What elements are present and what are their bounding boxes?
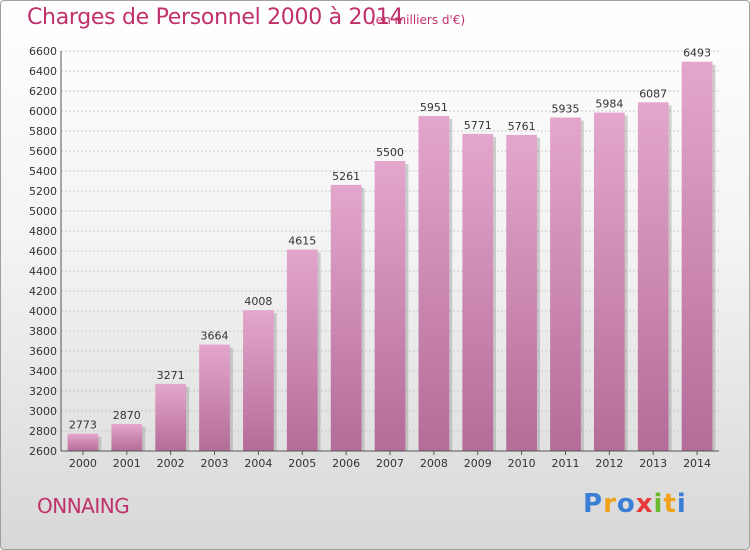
x-tick-label: 2000 bbox=[69, 457, 97, 470]
value-label: 3271 bbox=[157, 369, 185, 382]
value-label: 6087 bbox=[639, 87, 667, 100]
value-label: 6493 bbox=[683, 47, 711, 60]
bar-2000 bbox=[67, 433, 99, 451]
x-tick-label: 2012 bbox=[595, 457, 623, 470]
value-label: 5951 bbox=[420, 101, 448, 114]
bar-2004 bbox=[243, 310, 274, 451]
value-label: 4615 bbox=[288, 235, 316, 248]
bar-2012 bbox=[593, 112, 625, 451]
y-tick-label: 5800 bbox=[29, 125, 57, 138]
bar-2011 bbox=[550, 117, 581, 451]
y-tick-label: 3000 bbox=[29, 405, 57, 418]
bar-2014 bbox=[681, 61, 713, 451]
y-tick-label: 4600 bbox=[29, 245, 57, 258]
x-tick-label: 2005 bbox=[288, 457, 316, 470]
value-label: 5261 bbox=[332, 170, 360, 183]
y-tick-label: 5400 bbox=[29, 165, 57, 178]
chart-subtitle: (en milliers d'€) bbox=[371, 13, 466, 27]
bar-2013 bbox=[637, 102, 669, 452]
bar-2007 bbox=[374, 161, 406, 451]
y-tick-label: 3800 bbox=[29, 325, 57, 338]
y-tick-label: 5200 bbox=[29, 185, 57, 198]
value-label: 2870 bbox=[113, 409, 141, 422]
logo-letter: x bbox=[635, 489, 654, 519]
bar-2002 bbox=[155, 383, 187, 451]
x-tick-label: 2002 bbox=[157, 457, 185, 470]
x-tick-label: 2013 bbox=[639, 457, 667, 470]
value-label: 5935 bbox=[551, 103, 579, 116]
logo-letter: r bbox=[603, 489, 617, 519]
y-tick-label: 5000 bbox=[29, 205, 57, 218]
x-tick-label: 2014 bbox=[683, 457, 711, 470]
commune-name: ONNAING bbox=[37, 494, 130, 518]
value-label: 3664 bbox=[201, 330, 229, 343]
value-label: 5500 bbox=[376, 146, 404, 159]
y-tick-label: 4200 bbox=[29, 285, 57, 298]
value-label: 5984 bbox=[595, 98, 623, 111]
value-label: 5761 bbox=[508, 120, 536, 133]
x-tick-label: 2010 bbox=[508, 457, 536, 470]
bar-2001 bbox=[111, 424, 143, 451]
x-tick-label: 2004 bbox=[244, 457, 272, 470]
logo-letter: P bbox=[583, 489, 604, 519]
y-tick-label: 6000 bbox=[29, 105, 57, 118]
x-tick-label: 2007 bbox=[376, 457, 404, 470]
x-tick-label: 2003 bbox=[201, 457, 229, 470]
value-label: 4008 bbox=[244, 295, 272, 308]
x-tick-label: 2001 bbox=[113, 457, 141, 470]
y-tick-label: 6600 bbox=[29, 45, 57, 58]
logo-letter: t bbox=[663, 489, 677, 519]
y-tick-label: 4400 bbox=[29, 265, 57, 278]
x-tick-label: 2008 bbox=[420, 457, 448, 470]
proxiti-logo: Proxiti bbox=[583, 489, 687, 519]
y-tick-label: 2600 bbox=[29, 445, 57, 458]
y-tick-label: 3600 bbox=[29, 345, 57, 358]
y-tick-label: 2800 bbox=[29, 425, 57, 438]
chart-title: Charges de Personnel 2000 à 2014 bbox=[27, 5, 404, 30]
bar-2010 bbox=[506, 134, 537, 451]
value-label: 2773 bbox=[69, 419, 97, 432]
bar-2009 bbox=[462, 133, 494, 451]
y-tick-label: 4800 bbox=[29, 225, 57, 238]
y-tick-label: 5600 bbox=[29, 145, 57, 158]
y-tick-label: 3400 bbox=[29, 365, 57, 378]
x-tick-label: 2011 bbox=[551, 457, 579, 470]
logo-letter: i bbox=[676, 489, 687, 519]
x-tick-label: 2009 bbox=[464, 457, 492, 470]
y-tick-label: 6400 bbox=[29, 65, 57, 78]
bar-2008 bbox=[418, 115, 450, 452]
logo-letter: o bbox=[616, 489, 636, 519]
logo-letter: i bbox=[653, 489, 664, 519]
y-tick-label: 6200 bbox=[29, 85, 57, 98]
bar-2006 bbox=[330, 184, 362, 451]
value-label: 5771 bbox=[464, 119, 492, 132]
y-tick-label: 3200 bbox=[29, 385, 57, 398]
y-tick-label: 4000 bbox=[29, 305, 57, 318]
bar-2003 bbox=[199, 344, 230, 451]
bar-2005 bbox=[286, 249, 318, 451]
x-tick-label: 2006 bbox=[332, 457, 360, 470]
